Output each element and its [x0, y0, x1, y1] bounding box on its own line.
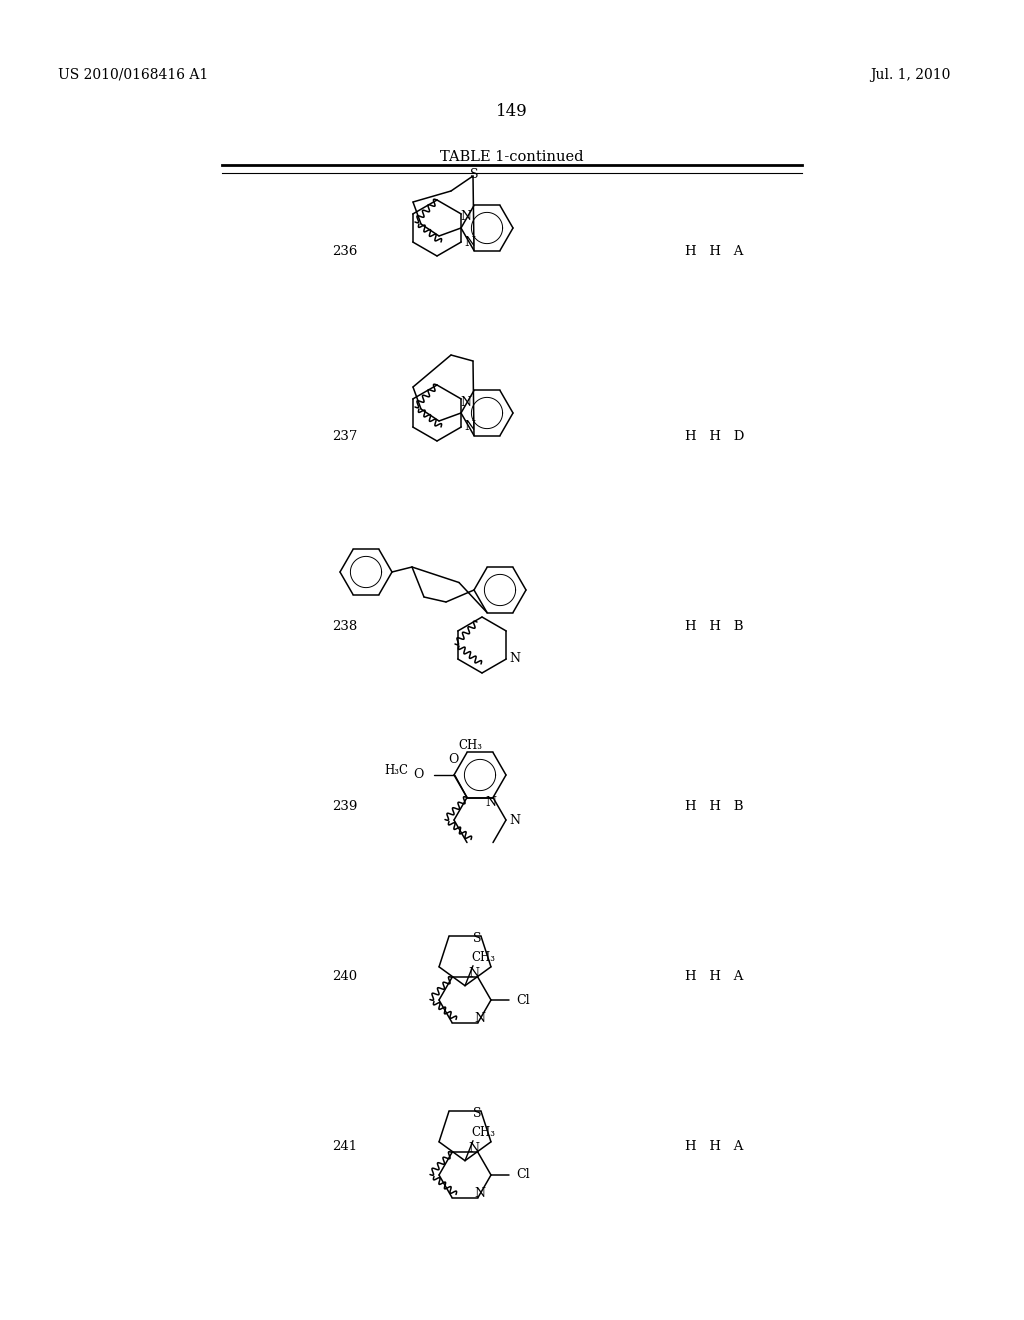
Text: O: O — [413, 768, 423, 781]
Text: N: N — [474, 1187, 485, 1200]
Text: N: N — [465, 421, 476, 433]
Text: H   H   A: H H A — [685, 970, 743, 983]
Text: N: N — [469, 968, 479, 979]
Text: CH₃: CH₃ — [458, 739, 482, 752]
Text: N: N — [474, 1012, 485, 1026]
Text: N: N — [485, 796, 497, 809]
Text: N: N — [469, 1142, 479, 1155]
Text: CH₃: CH₃ — [471, 952, 495, 964]
Text: 240: 240 — [332, 970, 357, 983]
Text: N: N — [510, 652, 521, 665]
Text: Cl: Cl — [516, 994, 529, 1006]
Text: TABLE 1-continued: TABLE 1-continued — [440, 150, 584, 164]
Text: N: N — [510, 813, 520, 826]
Text: N: N — [461, 210, 472, 223]
Text: H₃C: H₃C — [384, 764, 408, 777]
Text: S: S — [473, 1106, 481, 1119]
Text: 149: 149 — [496, 103, 528, 120]
Text: H   H   D: H H D — [685, 430, 744, 444]
Text: Cl: Cl — [516, 1168, 529, 1181]
Text: 236: 236 — [332, 246, 357, 257]
Text: 241: 241 — [332, 1140, 357, 1152]
Text: N: N — [461, 396, 472, 408]
Text: H   H   B: H H B — [685, 800, 743, 813]
Text: N: N — [465, 235, 476, 248]
Text: 237: 237 — [332, 430, 357, 444]
Text: 239: 239 — [332, 800, 357, 813]
Text: O: O — [447, 752, 458, 766]
Text: CH₃: CH₃ — [471, 1126, 495, 1139]
Text: Jul. 1, 2010: Jul. 1, 2010 — [870, 69, 950, 82]
Text: S: S — [473, 932, 481, 945]
Text: S: S — [470, 169, 478, 181]
Text: US 2010/0168416 A1: US 2010/0168416 A1 — [58, 69, 208, 82]
Text: H   H   B: H H B — [685, 620, 743, 634]
Text: H   H   A: H H A — [685, 1140, 743, 1152]
Text: H   H   A: H H A — [685, 246, 743, 257]
Text: 238: 238 — [332, 620, 357, 634]
